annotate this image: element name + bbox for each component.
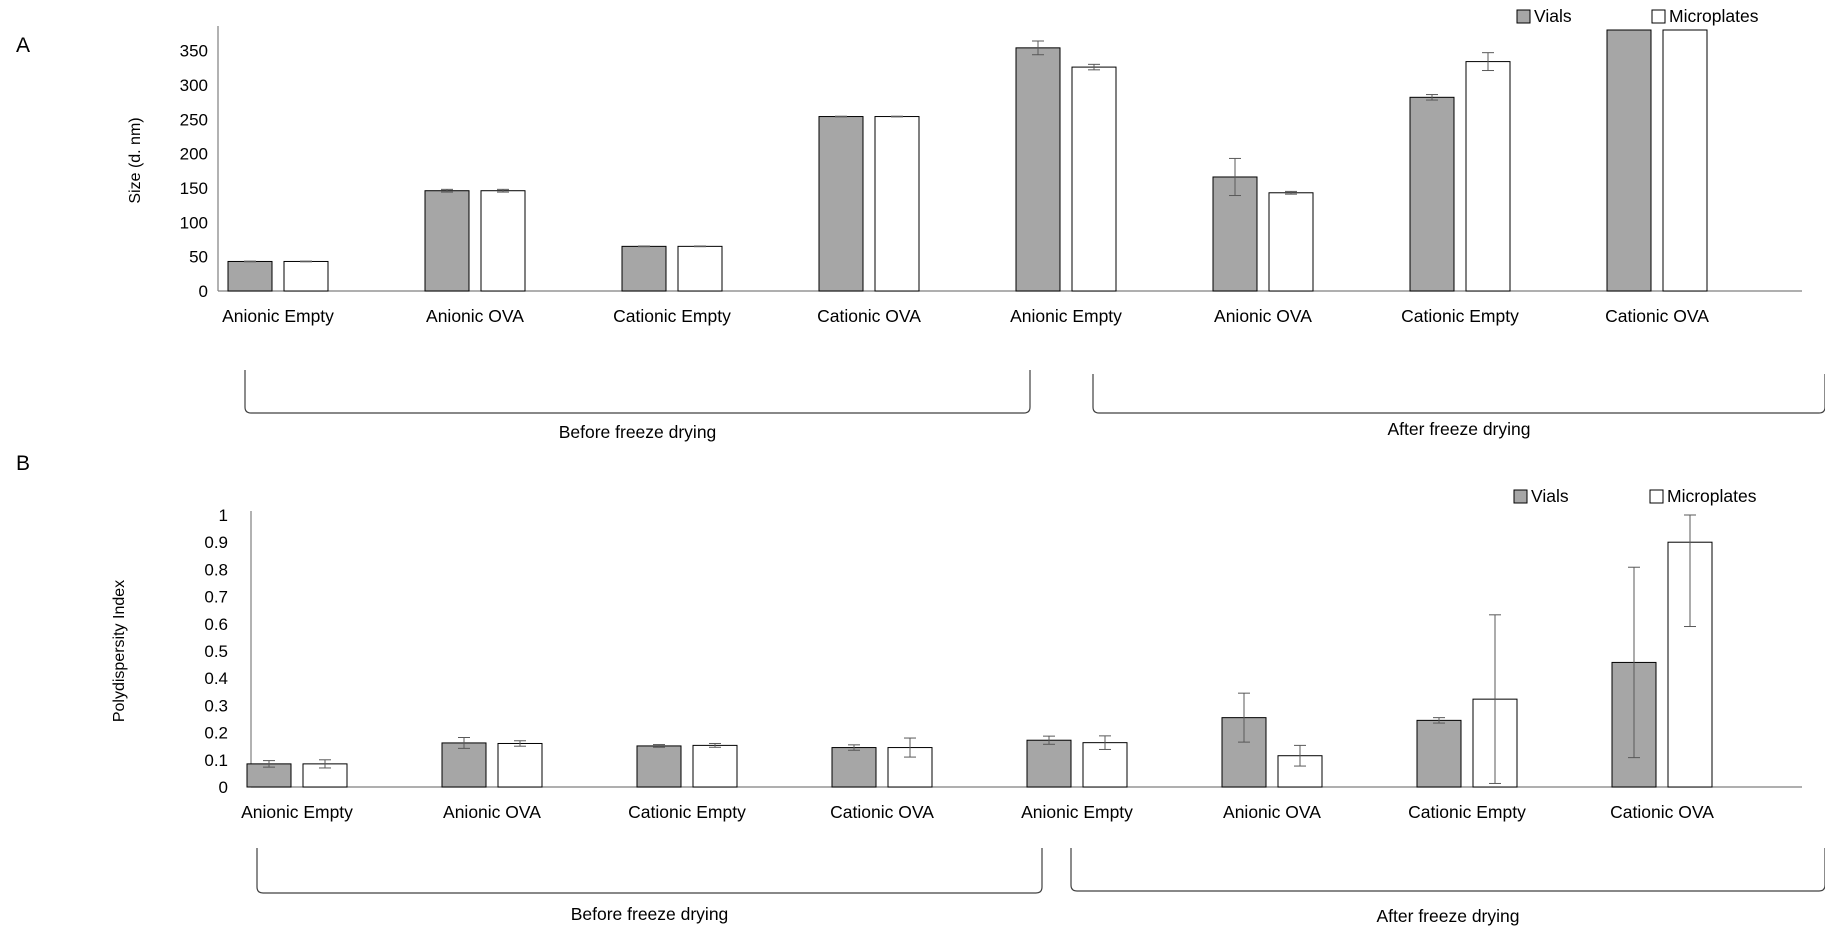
bar-vials: [831, 747, 877, 788]
y-axis-label: Polydispersity Index: [111, 580, 128, 722]
y-tick-label: 350: [180, 42, 208, 61]
y-tick-label: 0.3: [204, 696, 228, 715]
legend-swatch-microplates: [1649, 489, 1664, 504]
bar-vials: [227, 260, 273, 292]
category-label: Anionic Empty: [222, 306, 334, 326]
y-tick-label: 0.8: [204, 560, 228, 579]
group-bracket: [244, 370, 1031, 414]
bar-microplates: [283, 260, 329, 292]
legend-label: Microplates: [1667, 486, 1757, 506]
bar-vials: [621, 245, 667, 292]
y-tick-label: 1: [219, 506, 228, 525]
category-label: Cationic OVA: [830, 802, 934, 822]
bar-microplates: [497, 742, 543, 788]
bar-vials: [1416, 719, 1462, 788]
group-bracket: [256, 848, 1043, 894]
panel-label: A: [16, 34, 30, 57]
group-label: After freeze drying: [1377, 906, 1520, 926]
group-bracket: [1092, 374, 1825, 414]
y-tick-label: 100: [180, 213, 208, 232]
bar-vials: [1026, 739, 1072, 788]
category-label: Cationic Empty: [1401, 306, 1519, 326]
bar-vials: [1606, 29, 1652, 292]
panel-b: B Polydispersity Index 0 0.1 0.2 0.3 0.4 0.5 0.6…: [16, 452, 1825, 926]
bar-vials: [818, 116, 864, 292]
bar-microplates: [1662, 29, 1708, 292]
bar-vials: [636, 745, 682, 788]
bar-microplates: [1465, 61, 1511, 292]
bar-microplates: [874, 116, 920, 292]
y-tick-label: 0.5: [204, 642, 228, 661]
group-bracket: [1070, 848, 1825, 892]
legend-swatch-microplates: [1651, 9, 1666, 24]
y-tick-label: 0.9: [204, 533, 228, 552]
bar-vials: [1015, 47, 1061, 292]
legend-label: Vials: [1531, 486, 1569, 506]
y-axis-label: Size (d. nm): [127, 117, 144, 203]
panel-label: B: [16, 452, 30, 475]
bar-microplates: [1071, 66, 1117, 292]
category-label: Cationic Empty: [613, 306, 731, 326]
bar-microplates: [692, 744, 738, 788]
bar-microplates: [1268, 192, 1314, 292]
bar-microplates: [480, 190, 526, 292]
y-tick-label: 150: [180, 179, 208, 198]
bar-microplates: [677, 245, 723, 292]
category-label: Anionic Empty: [1010, 306, 1122, 326]
panel-a: A Size (d. nm) 0 50 100 150 200 250 300 350 Anioni…: [16, 6, 1825, 442]
y-tick-label: 0: [199, 282, 208, 301]
bar-microplates: [1082, 742, 1128, 788]
category-label: Anionic OVA: [426, 306, 524, 326]
legend-swatch-vials: [1516, 9, 1531, 24]
category-label: Cationic Empty: [628, 802, 746, 822]
y-tick-label: 250: [180, 110, 208, 129]
group-label: Before freeze drying: [571, 904, 729, 924]
category-label: Cationic OVA: [1605, 306, 1709, 326]
y-tick-label: 0.6: [204, 615, 228, 634]
y-tick-label: 200: [180, 145, 208, 164]
y-tick-label: 50: [189, 248, 208, 267]
category-label: Anionic Empty: [241, 802, 353, 822]
y-tick-label: 0.2: [204, 724, 228, 743]
bar-vials: [441, 742, 487, 788]
y-tick-label: 0.4: [204, 669, 228, 688]
category-label: Anionic Empty: [1021, 802, 1133, 822]
category-label: Cationic Empty: [1408, 802, 1526, 822]
legend-label: Microplates: [1669, 6, 1759, 26]
y-tick-label: 300: [180, 76, 208, 95]
category-label: Anionic OVA: [1214, 306, 1312, 326]
y-tick-label: 0.1: [204, 751, 228, 770]
legend-label: Vials: [1534, 6, 1572, 26]
y-tick-label: 0: [219, 778, 228, 797]
group-label: Before freeze drying: [559, 422, 717, 442]
bar-vials: [424, 190, 470, 292]
y-tick-label: 0.7: [204, 588, 228, 607]
legend-swatch-vials: [1513, 489, 1528, 504]
category-label: Cationic OVA: [817, 306, 921, 326]
category-label: Anionic OVA: [1223, 802, 1321, 822]
bar-vials: [1409, 96, 1455, 292]
category-label: Anionic OVA: [443, 802, 541, 822]
category-label: Cationic OVA: [1610, 802, 1714, 822]
group-label: After freeze drying: [1388, 419, 1531, 439]
